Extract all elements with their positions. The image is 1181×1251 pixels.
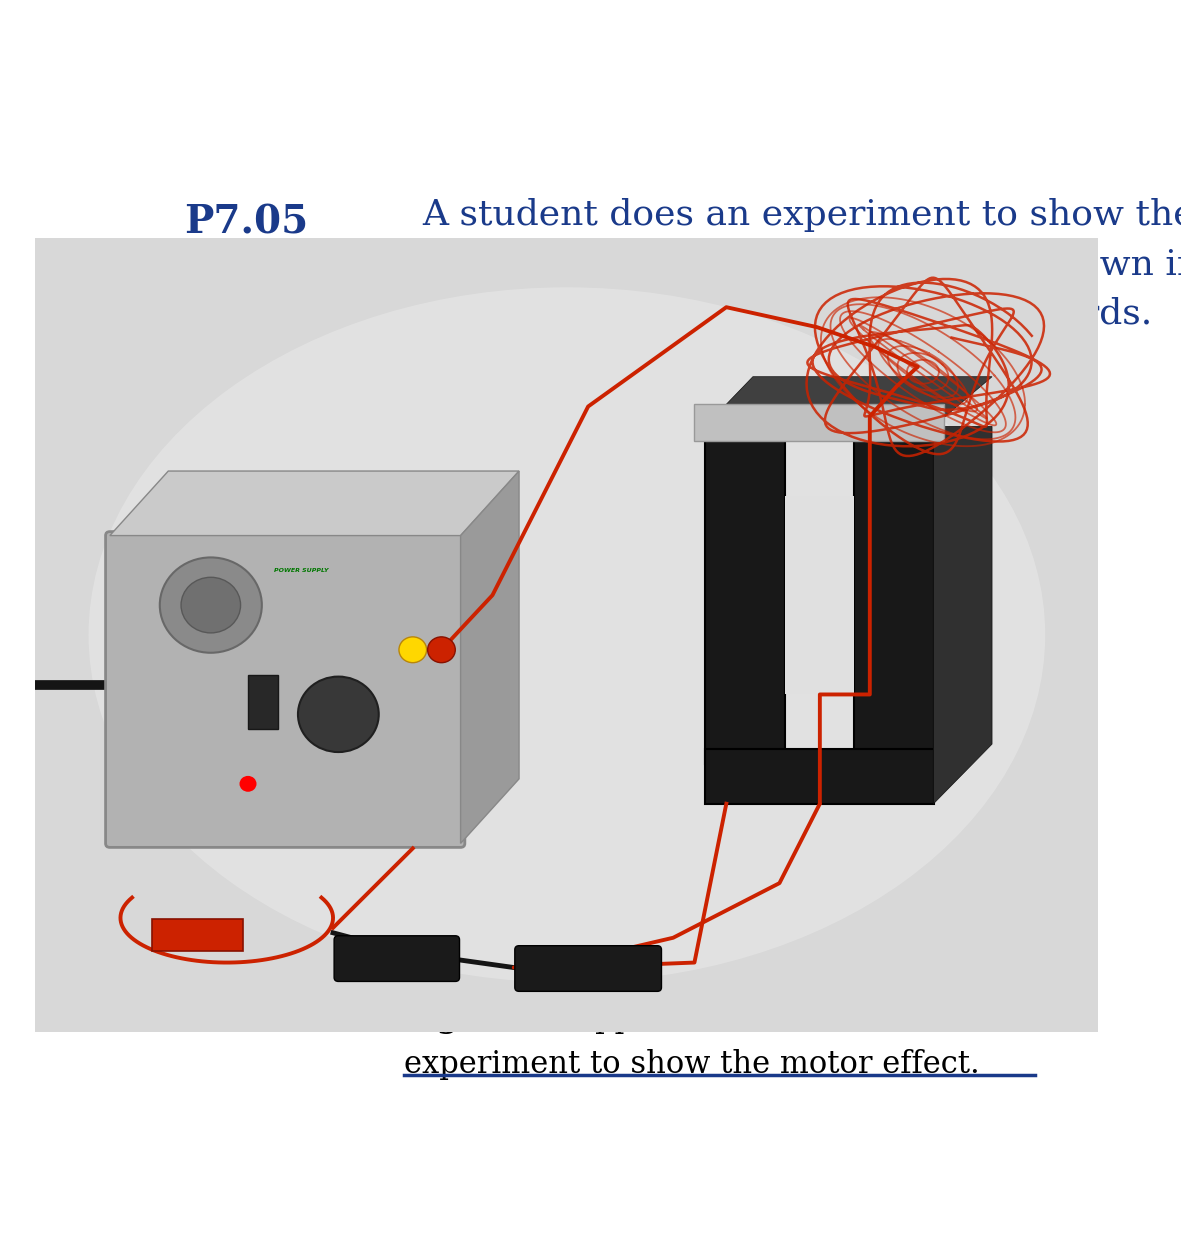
FancyBboxPatch shape: [105, 532, 465, 847]
Bar: [152, 919, 243, 951]
Bar: [854, 427, 933, 764]
Polygon shape: [461, 472, 520, 843]
Polygon shape: [705, 377, 992, 427]
Polygon shape: [110, 472, 520, 535]
Circle shape: [399, 637, 426, 663]
FancyBboxPatch shape: [515, 946, 661, 991]
Polygon shape: [933, 427, 992, 803]
Text: Apparatus for an: Apparatus for an: [573, 1002, 835, 1033]
Text: Figure P7.11:: Figure P7.11:: [404, 1002, 634, 1033]
Circle shape: [298, 677, 379, 752]
Bar: [705, 749, 933, 803]
Bar: [694, 404, 945, 442]
Circle shape: [240, 776, 256, 792]
Circle shape: [159, 558, 262, 653]
Text: experiment to show the motor effect.: experiment to show the motor effect.: [404, 1048, 980, 1080]
Circle shape: [428, 637, 456, 663]
Circle shape: [181, 577, 241, 633]
Text: ›: ›: [1039, 617, 1052, 647]
Text: A student does an experiment to show the
motor effect using the apparatus shown : A student does an experiment to show the…: [423, 198, 1181, 332]
Bar: [248, 674, 278, 729]
Bar: [705, 427, 784, 764]
Bar: [785, 495, 854, 694]
Text: POWER SUPPLY: POWER SUPPLY: [274, 568, 328, 573]
FancyBboxPatch shape: [334, 936, 459, 982]
Ellipse shape: [89, 288, 1045, 982]
Bar: [1029, 574, 1063, 689]
Text: P7.05: P7.05: [184, 203, 308, 241]
